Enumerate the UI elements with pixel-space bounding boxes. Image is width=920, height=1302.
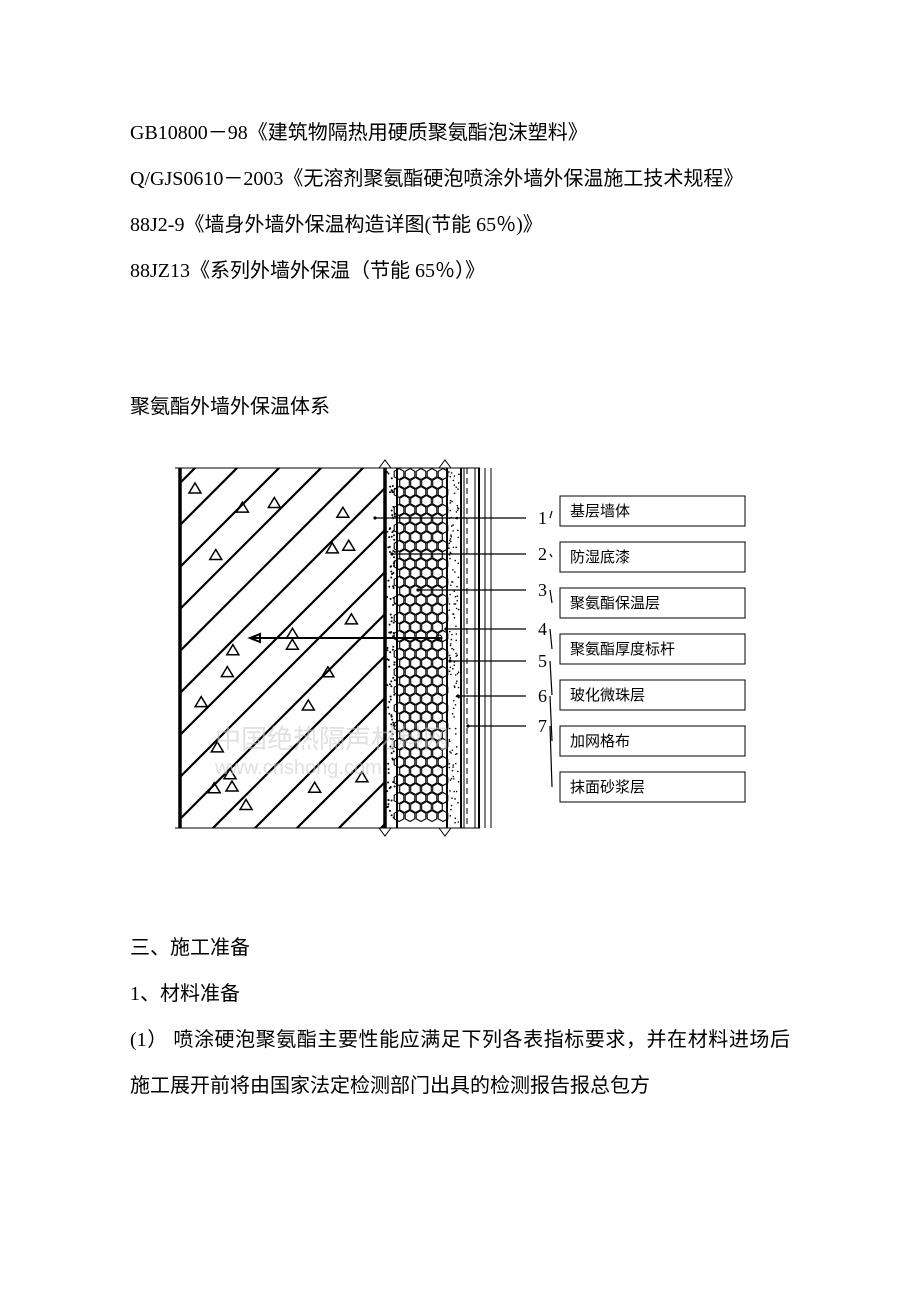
section-3-heading: 三、施工准备: [130, 925, 790, 971]
svg-text:基层墙体: 基层墙体: [570, 503, 630, 520]
section-3-sub1: 1、材料准备: [130, 971, 790, 1017]
svg-text:7: 7: [538, 716, 547, 736]
ref-line-3: 88J2-9《墙身外墙外保温构造详图(节能 65％)》: [130, 202, 790, 248]
svg-text:玻化微珠层: 玻化微珠层: [570, 687, 645, 704]
svg-text:聚氨酯保温层: 聚氨酯保温层: [570, 595, 660, 612]
diagram-heading: 聚氨酯外墙外保温体系: [130, 384, 790, 430]
svg-text:抹面砂浆层: 抹面砂浆层: [570, 778, 645, 796]
ref-line-2: Q/GJS0610－2003《无溶剂聚氨酯硬泡喷涂外墙外保温施工技术规程》: [130, 156, 790, 202]
svg-text:2: 2: [538, 544, 547, 564]
ref-line-1: GB10800－98《建筑物隔热用硬质聚氨酯泡沫塑料》: [130, 110, 790, 156]
svg-text:中国绝热隔声材料网: 中国绝热隔声材料网: [215, 724, 449, 754]
svg-text:6: 6: [538, 686, 547, 706]
svg-text:聚氨酯厚度标杆: 聚氨酯厚度标杆: [570, 641, 675, 658]
wall-section-diagram: 中国绝热隔声材料网 www.cnshong.com 1 基层墙体 2 防湿底漆 3 聚氨酯保温…: [160, 448, 790, 865]
ref-line-4: 88JZ13《系列外墙外保温（节能 65％）》: [130, 248, 790, 294]
svg-text:3: 3: [538, 580, 547, 600]
svg-text:4: 4: [538, 619, 547, 639]
document-page: GB10800－98《建筑物隔热用硬质聚氨酯泡沫塑料》 Q/GJS0610－20…: [0, 0, 920, 1169]
svg-text:www.cnshong.com: www.cnshong.com: [214, 757, 382, 779]
svg-text:5: 5: [538, 651, 547, 671]
svg-text:加网格布: 加网格布: [570, 733, 630, 750]
svg-text:防湿底漆: 防湿底漆: [570, 549, 630, 566]
section-3-p1: (1） 喷涂硬泡聚氨酯主要性能应满足下列各表指标要求，并在材料进场后施工展开前将…: [130, 1017, 790, 1109]
svg-text:1: 1: [538, 508, 547, 528]
